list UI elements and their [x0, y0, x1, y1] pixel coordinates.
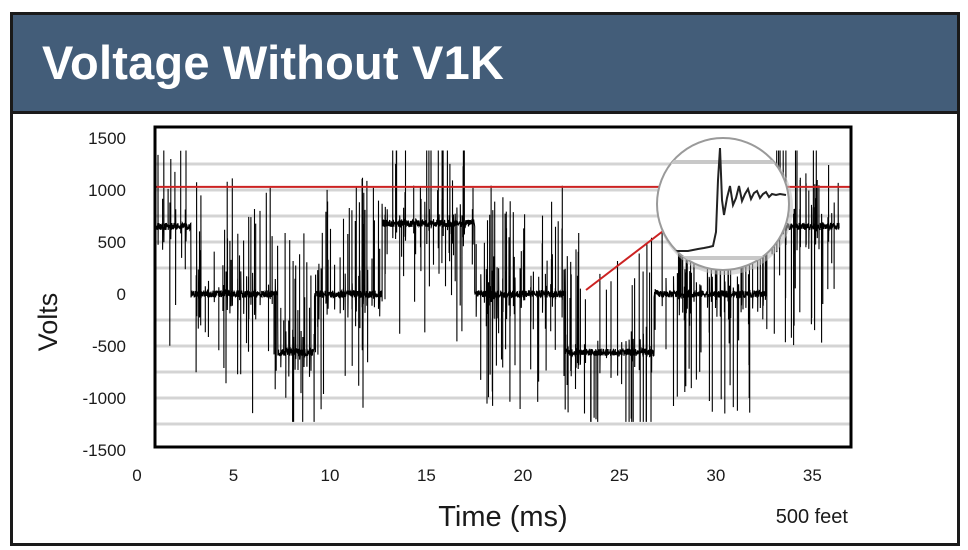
x-tick-label: 25 — [610, 466, 629, 485]
y-tick-label: 500 — [98, 233, 126, 252]
figure-frame: Voltage Without V1K — [10, 12, 960, 546]
y-tick-label: -500 — [92, 337, 126, 356]
x-tick-label: 10 — [321, 466, 340, 485]
y-tick-label: 1500 — [88, 129, 126, 148]
plot-border — [153, 125, 853, 449]
x-tick-label: 15 — [417, 466, 436, 485]
chart-title: Voltage Without V1K — [42, 36, 505, 89]
y-tick-label: 0 — [117, 285, 126, 304]
title-bar: Voltage Without V1K — [13, 15, 957, 114]
inset-spike-waveform — [670, 147, 787, 252]
distance-annotation: 500 feet — [776, 506, 849, 528]
zoom-inset-layer — [656, 137, 793, 275]
x-axis-label: Time (ms) — [438, 501, 567, 533]
x-tick-label: 5 — [229, 466, 238, 485]
x-tick-label: 20 — [513, 466, 532, 485]
y-axis-label: Volts — [33, 293, 63, 352]
x-tick-label: 30 — [706, 466, 725, 485]
y-tick-label: -1500 — [83, 441, 126, 460]
x-tick-labels: 0 5 10 15 20 25 30 35 — [132, 466, 822, 485]
inset-pointer-line — [585, 227, 668, 291]
voltage-trace-layer — [156, 150, 840, 422]
voltage-trace — [156, 150, 840, 422]
y-tick-label: -1000 — [83, 389, 126, 408]
x-tick-label: 35 — [803, 466, 822, 485]
y-tick-label: 1000 — [88, 181, 126, 200]
reference-line-layer — [156, 185, 850, 291]
y-tick-labels: 1500 1000 500 0 -500 -1000 -1500 — [83, 129, 126, 460]
x-tick-label: 0 — [132, 466, 141, 485]
